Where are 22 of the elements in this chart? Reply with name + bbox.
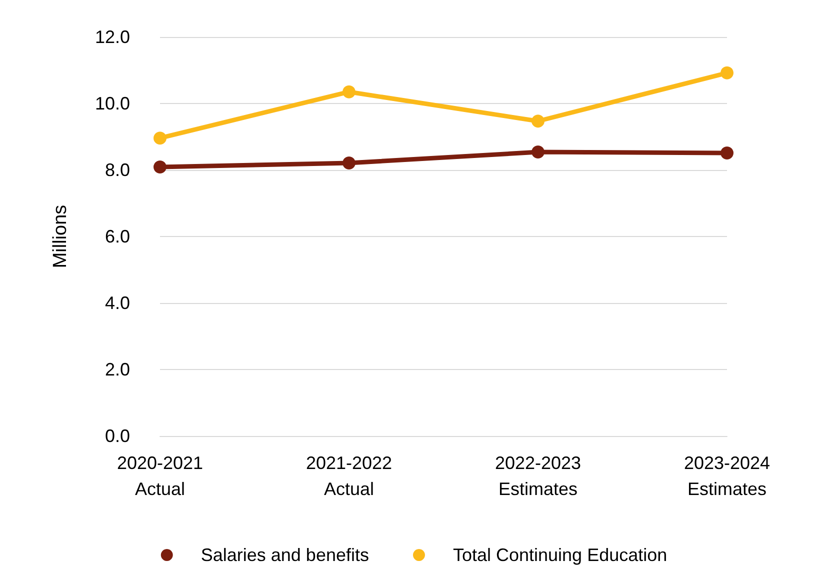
y-tick-label: 4.0 bbox=[104, 293, 130, 313]
y-tick-label: 8.0 bbox=[104, 160, 130, 180]
x-tick-label: 2021-2022 Actual bbox=[306, 453, 392, 499]
y-tick-label: 6.0 bbox=[104, 226, 130, 246]
point bbox=[532, 114, 544, 128]
legend-label: Salaries and benefits bbox=[200, 545, 369, 565]
point bbox=[720, 66, 734, 80]
point bbox=[154, 132, 166, 145]
legend-label: Total Continuing Education bbox=[452, 545, 668, 565]
point bbox=[342, 156, 356, 170]
y-tick-label: 10.0 bbox=[94, 94, 130, 114]
y-tick-label: 2.0 bbox=[104, 360, 130, 380]
y-axis-title: Millions bbox=[50, 204, 71, 268]
point bbox=[154, 160, 166, 174]
x-tick-label: 2022-2023 Estimates bbox=[494, 453, 582, 499]
x-tick-label: 2020-2021 Actual bbox=[116, 453, 204, 499]
y-tick-label: 0.0 bbox=[104, 426, 130, 446]
point bbox=[342, 85, 356, 98]
point bbox=[532, 146, 544, 159]
x-tick-label: 2023-2024 Estimates bbox=[684, 453, 770, 499]
point bbox=[720, 146, 734, 160]
y-tick-label: 12.0 bbox=[94, 27, 130, 47]
